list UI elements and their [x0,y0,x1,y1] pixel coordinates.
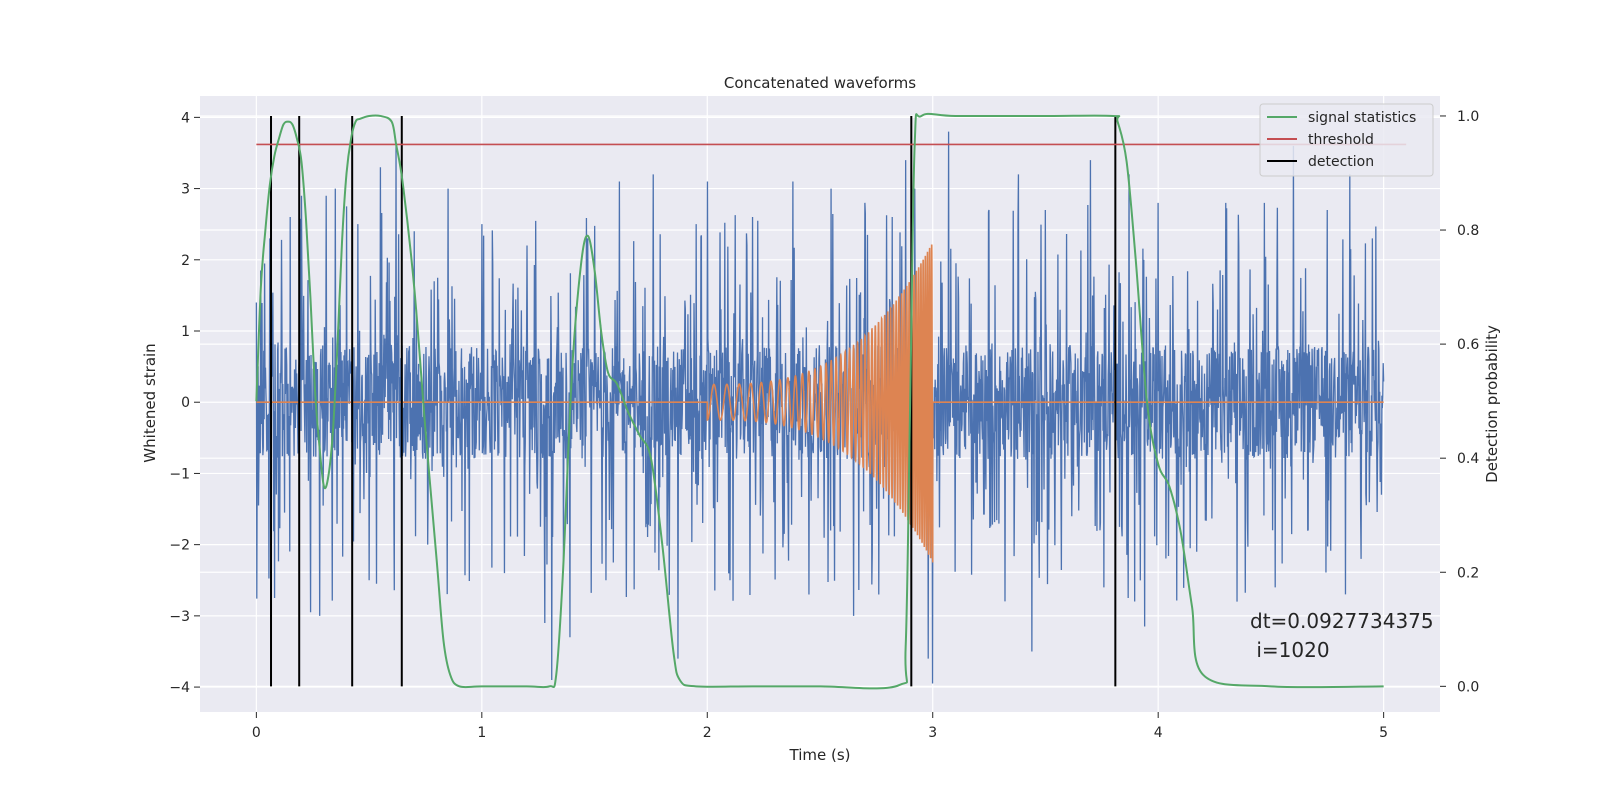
strain-noise-series [255,131,1385,684]
legend-label-detection: detection [1308,154,1374,170]
y-axis-label: Whitened strain [141,343,159,462]
y-tick-label: −4 [169,680,190,696]
x-tick-label: 5 [1379,725,1388,741]
y2-tick-label: 0.4 [1457,451,1479,467]
y-tick-label: 3 [181,182,190,198]
y-tick-label: −1 [169,466,190,482]
chirp-waveform-series [256,244,1384,563]
y2-tick-label: 0.6 [1457,337,1479,353]
x-tick-label: 4 [1154,725,1163,741]
legend-label-signal-statistics: signal statistics [1308,110,1416,126]
chart-title: Concatenated waveforms [724,74,916,92]
y2-tick-label: 0.8 [1457,223,1479,239]
axes: 0 1 2 3 4 5 −4 −3 −2 −1 0 1 2 3 4 0.0 0.2 0.4 0.6 0.8 1.0 [169,109,1479,741]
signal-statistics-series [255,112,1384,690]
legend: signal statistics threshold detection [1259,103,1434,177]
x-tick-label: 0 [252,725,261,741]
chirp-waveform-line [256,244,1384,563]
signal-statistics-line [255,112,1384,690]
detection-lines [270,115,1117,687]
x-axis-label: Time (s) [789,746,851,764]
y-tick-label: −2 [169,538,190,554]
strain-noise-line [255,131,1385,684]
y2-tick-label: 1.0 [1457,109,1479,125]
x-tick-label: 1 [477,725,486,741]
annotation: dt=0.0927734375 i=1020 [1250,609,1434,662]
y2-tick-label: 0.0 [1457,679,1479,695]
y-tick-label: −3 [169,609,190,625]
y2-tick-label: 0.2 [1457,565,1479,581]
x-tick-label: 3 [928,725,937,741]
y-tick-label: 2 [181,253,190,269]
y-tick-label: 0 [181,395,190,411]
y2-axis-label: Detection probability [1483,325,1501,483]
annotation-i: i=1020 [1250,638,1330,662]
annotation-dt: dt=0.0927734375 [1250,609,1434,633]
legend-box [1259,103,1434,177]
x-tick-label: 2 [703,725,712,741]
y-tick-label: 4 [181,110,190,126]
y-tick-label: 1 [181,324,190,340]
legend-label-threshold: threshold [1308,132,1374,148]
